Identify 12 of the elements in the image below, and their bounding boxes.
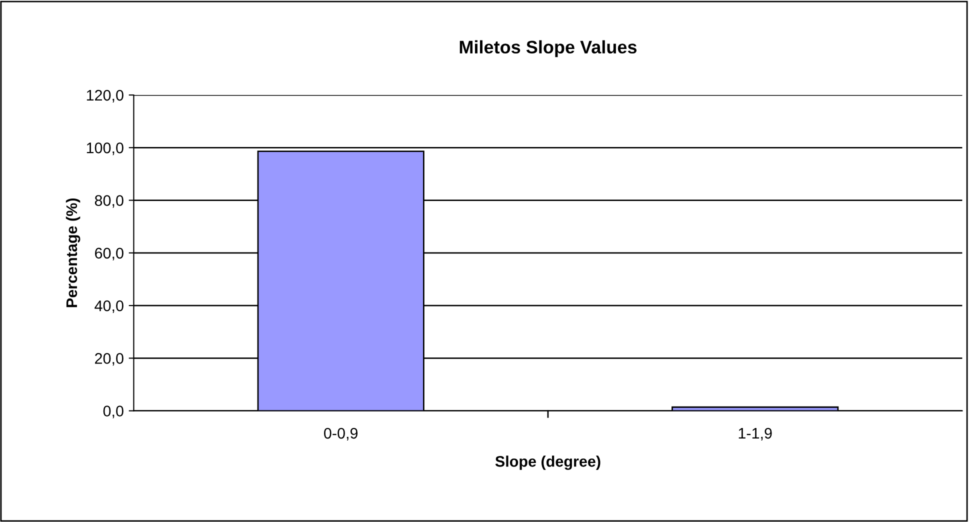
y-tick-label: 60,0 xyxy=(95,248,124,260)
x-axis-title: Slope (degree) xyxy=(495,456,600,470)
x-tick-label: 1-1,9 xyxy=(738,428,772,441)
chart-title: Miletos Slope Values xyxy=(460,40,637,58)
y-tick-label: 80,0 xyxy=(94,195,124,208)
y-tick-label: 40,0 xyxy=(94,300,124,314)
y-tick-label: 20,0 xyxy=(95,353,124,366)
y-tick-label: 120,0 xyxy=(86,90,124,102)
y-tick-label: 0,0 xyxy=(103,406,124,418)
x-tick-label: 0-0,9 xyxy=(324,428,358,441)
y-tick-label: 100,0 xyxy=(86,142,124,156)
y-axis-title: Percentage (%) xyxy=(66,198,80,308)
